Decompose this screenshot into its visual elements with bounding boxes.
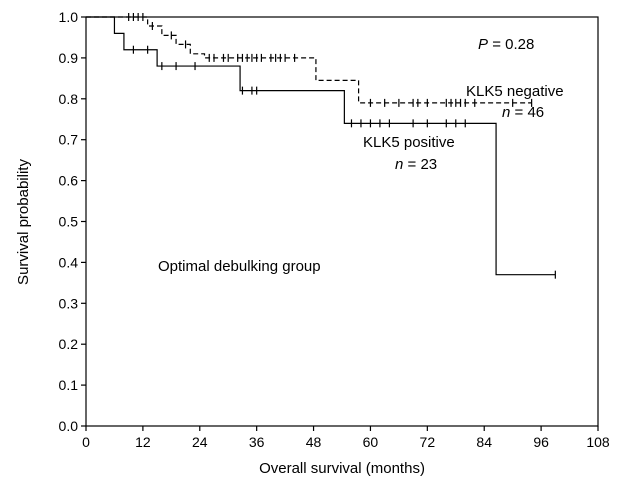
n-symbol-neg: n [502,104,510,121]
plot-frame [85,16,599,427]
n-symbol-pos: n [395,156,403,173]
series-1 [86,16,556,279]
pos-n-value: = 23 [408,156,438,173]
series-layer [86,13,556,279]
x-tick-label-9: 108 [586,434,610,450]
klk5-positive-n: n = 23 [395,156,437,173]
y-tick-label-3: 0.3 [59,295,79,311]
klk5-positive-label: KLK5 positive [363,134,455,151]
series-0-line [86,16,532,104]
axis-ticks [81,16,599,431]
x-tick-label-8: 96 [533,434,549,450]
series-1-line [86,16,556,276]
y-tick-label-9: 0.9 [59,50,79,66]
y-tick-label-5: 0.5 [59,214,79,230]
p-value: = 0.28 [492,36,534,53]
y-tick-label-8: 0.8 [59,91,79,107]
axis-tick-labels: 0 12 24 36 48 60 72 84 96 108 0.0 0.1 0.2 0.3 0.4 0.5 0.… [59,9,610,450]
x-tick-label-1: 12 [135,434,151,450]
y-axis-title: Survival probability [15,159,32,285]
y-tick-label-6: 0.6 [59,173,79,189]
x-axis-title: Overall survival (months) [259,460,425,477]
x-tick-label-0: 0 [82,434,90,450]
y-tick-label-4: 0.4 [59,254,79,270]
klk5-negative-label: KLK5 negative [466,83,564,100]
group-label: Optimal debulking group [158,258,321,275]
x-tick-label-3: 36 [249,434,265,450]
y-tick-label-7: 0.7 [59,132,79,148]
x-tick-label-4: 48 [306,434,322,450]
x-tick-label-7: 84 [476,434,492,450]
series-0 [86,13,533,107]
y-tick-label-10: 1.0 [59,9,79,25]
klk5-negative-n: n = 46 [502,104,544,121]
y-tick-label-0: 0.0 [59,418,79,434]
x-tick-label-2: 24 [192,434,208,450]
x-tick-label-6: 72 [420,434,436,450]
y-tick-label-2: 0.2 [59,336,79,352]
neg-n-value: = 46 [515,104,545,121]
p-symbol: P [478,36,488,53]
x-tick-label-5: 60 [363,434,379,450]
p-value-annotation: P = 0.28 [478,36,534,53]
y-tick-label-1: 0.1 [59,377,79,393]
